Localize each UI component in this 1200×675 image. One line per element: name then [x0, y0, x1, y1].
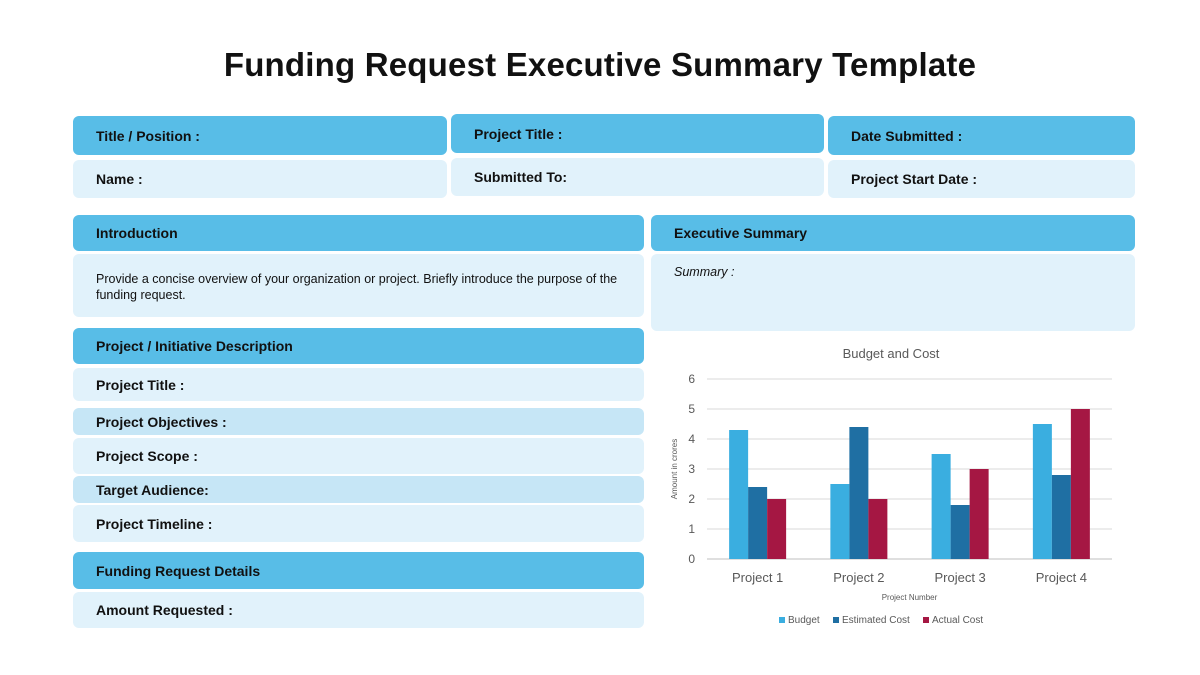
introduction-text[interactable]: Provide a concise overview of your organ…: [73, 254, 644, 317]
y-axis-label: Amount in crores: [670, 439, 679, 499]
project-title-row[interactable]: Project Title :: [73, 368, 644, 401]
budget-cost-chart: Budget and Cost 0 1 2 3 4 5 6 Amount in crores Pr…: [670, 346, 1112, 626]
name-field[interactable]: Name :: [73, 160, 447, 198]
submitted-to-field[interactable]: Submitted To:: [451, 158, 824, 196]
page-title: Funding Request Executive Summary Templa…: [223, 46, 977, 83]
bar-actual-cost: [868, 499, 888, 559]
bar-estimated-cost: [950, 505, 970, 559]
y-tick-label: 5: [688, 402, 695, 416]
x-axis-label: Project Number: [882, 593, 938, 602]
x-tick-label: Project 4: [1036, 570, 1087, 585]
bar-estimated-cost: [1051, 475, 1071, 559]
date-submitted-field[interactable]: Date Submitted :: [828, 116, 1135, 155]
project-start-date-field[interactable]: Project Start Date :: [828, 160, 1135, 198]
summary-field[interactable]: Summary :: [651, 254, 1135, 331]
legend-swatch: [833, 617, 839, 623]
executive-summary-heading: Executive Summary: [651, 215, 1135, 251]
x-tick-label: Project 3: [934, 570, 985, 585]
legend-label: Actual Cost: [932, 615, 983, 626]
amount-requested-field[interactable]: Amount Requested :: [73, 592, 644, 628]
target-audience-row[interactable]: Target Audience:: [73, 476, 644, 503]
project-objectives-row[interactable]: Project Objectives :: [73, 408, 644, 435]
bar-estimated-cost: [748, 487, 768, 559]
funding-details-heading: Funding Request Details: [73, 552, 644, 589]
project-scope-row[interactable]: Project Scope :: [73, 438, 644, 474]
legend-label: Estimated Cost: [842, 615, 910, 626]
project-title-field[interactable]: Project Title :: [451, 114, 824, 153]
chart-title: Budget and Cost: [843, 346, 940, 361]
project-description-heading: Project / Initiative Description: [73, 328, 644, 364]
bar-actual-cost: [969, 469, 989, 559]
bar-budget: [1032, 424, 1052, 559]
bar-actual-cost: [1070, 409, 1090, 559]
y-tick-label: 4: [688, 432, 695, 446]
x-tick-label: Project 2: [833, 570, 884, 585]
legend-swatch: [779, 617, 785, 623]
y-tick-label: 1: [688, 522, 695, 536]
project-timeline-row[interactable]: Project Timeline :: [73, 505, 644, 542]
bar-budget: [931, 454, 951, 559]
y-tick-label: 6: [688, 372, 695, 386]
bar-budget: [729, 430, 749, 559]
legend-swatch: [923, 617, 929, 623]
x-tick-label: Project 1: [732, 570, 783, 585]
bar-actual-cost: [767, 499, 787, 559]
y-tick-label: 2: [688, 492, 695, 506]
bar-estimated-cost: [849, 427, 869, 559]
bar-budget: [830, 484, 850, 559]
y-tick-label: 3: [688, 462, 695, 476]
y-tick-label: 0: [688, 552, 695, 566]
title-position-field[interactable]: Title / Position :: [73, 116, 447, 155]
legend-label: Budget: [788, 615, 820, 626]
introduction-heading: Introduction: [73, 215, 644, 251]
